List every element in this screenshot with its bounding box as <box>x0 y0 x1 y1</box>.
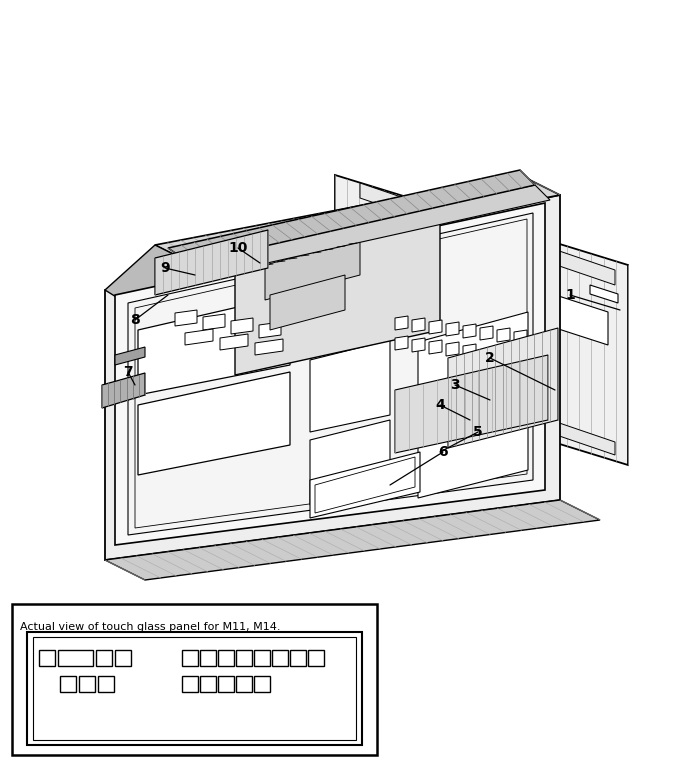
Text: 8: 8 <box>130 313 140 327</box>
Text: 10: 10 <box>228 241 248 255</box>
Polygon shape <box>429 340 442 354</box>
Polygon shape <box>590 285 618 303</box>
Polygon shape <box>497 328 510 342</box>
Polygon shape <box>395 336 408 350</box>
Polygon shape <box>463 344 476 358</box>
Polygon shape <box>446 322 459 336</box>
Bar <box>33 637 356 740</box>
Bar <box>218 676 234 692</box>
Polygon shape <box>175 310 197 326</box>
Polygon shape <box>310 340 390 432</box>
Polygon shape <box>315 457 415 513</box>
Bar <box>12 604 377 755</box>
Bar <box>96 650 112 666</box>
Bar <box>27 632 362 745</box>
Polygon shape <box>105 195 560 560</box>
Polygon shape <box>102 373 145 408</box>
Text: 5: 5 <box>473 425 483 439</box>
Text: 6: 6 <box>438 445 448 459</box>
Polygon shape <box>259 322 281 338</box>
Polygon shape <box>310 420 390 505</box>
Polygon shape <box>360 355 615 455</box>
Polygon shape <box>418 312 528 418</box>
Polygon shape <box>135 219 527 528</box>
Bar <box>182 650 198 666</box>
Bar <box>79 676 95 692</box>
Polygon shape <box>128 213 533 535</box>
Polygon shape <box>155 230 268 295</box>
Text: 2: 2 <box>485 351 495 365</box>
Bar <box>98 676 114 692</box>
Bar <box>60 676 76 692</box>
Text: 1: 1 <box>565 288 575 302</box>
Polygon shape <box>185 329 213 345</box>
Polygon shape <box>446 342 459 356</box>
Polygon shape <box>255 339 283 355</box>
Polygon shape <box>540 290 608 345</box>
Polygon shape <box>235 190 440 375</box>
Polygon shape <box>138 372 290 475</box>
Bar <box>236 650 252 666</box>
Bar <box>254 650 270 666</box>
Polygon shape <box>168 185 550 278</box>
Polygon shape <box>115 203 545 545</box>
Text: Actual view of touch glass panel for M11, M14.: Actual view of touch glass panel for M11… <box>20 622 280 632</box>
Polygon shape <box>412 338 425 352</box>
Polygon shape <box>448 328 558 448</box>
Text: 9: 9 <box>160 261 170 275</box>
Bar <box>236 676 252 692</box>
Bar <box>290 650 306 666</box>
Polygon shape <box>395 316 408 330</box>
Bar <box>200 650 216 666</box>
Polygon shape <box>115 347 145 365</box>
Polygon shape <box>168 170 535 263</box>
Bar <box>308 650 324 666</box>
Polygon shape <box>395 355 548 453</box>
Text: 7: 7 <box>123 365 133 379</box>
Bar <box>272 650 288 666</box>
Polygon shape <box>310 452 420 518</box>
Polygon shape <box>105 245 195 315</box>
Polygon shape <box>335 175 628 465</box>
Text: 4: 4 <box>435 398 445 412</box>
Bar <box>254 676 270 692</box>
Bar <box>218 650 234 666</box>
Bar <box>58 650 93 666</box>
Bar <box>182 676 198 692</box>
Polygon shape <box>231 318 253 334</box>
Polygon shape <box>203 314 225 330</box>
Polygon shape <box>105 500 600 580</box>
Bar <box>39 650 55 666</box>
Polygon shape <box>220 334 248 350</box>
Polygon shape <box>480 326 493 340</box>
Polygon shape <box>270 275 345 330</box>
Polygon shape <box>514 330 527 344</box>
Bar <box>200 676 216 692</box>
Text: 3: 3 <box>450 378 460 392</box>
Polygon shape <box>463 324 476 338</box>
Polygon shape <box>138 295 290 395</box>
Polygon shape <box>360 183 615 285</box>
Polygon shape <box>418 395 528 498</box>
Polygon shape <box>155 175 560 265</box>
Polygon shape <box>412 318 425 332</box>
Polygon shape <box>265 240 360 300</box>
Bar <box>115 650 131 666</box>
Polygon shape <box>429 320 442 334</box>
